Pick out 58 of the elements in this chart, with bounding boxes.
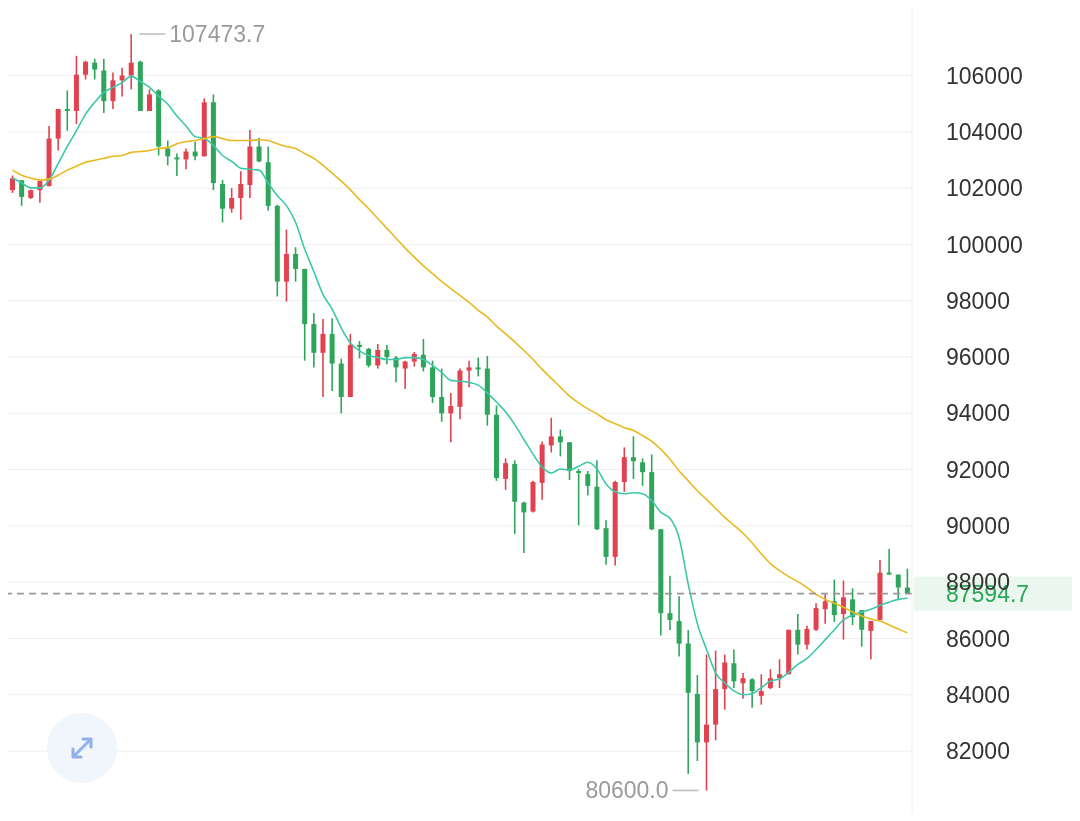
y-tick-label: 98000 [946, 287, 1010, 314]
candlestick [868, 620, 874, 661]
candlestick [83, 59, 89, 81]
candlestick [630, 435, 636, 480]
y-tick-label: 100000 [946, 231, 1023, 258]
candlestick [174, 152, 180, 177]
candlestick [840, 579, 846, 641]
candlestick [293, 246, 299, 283]
annotation: 107473.7 [169, 21, 266, 48]
candlestick [703, 653, 709, 792]
candlestick [640, 457, 646, 487]
y-tick-label: 94000 [946, 400, 1010, 427]
candlestick [576, 468, 582, 527]
candlestick [795, 613, 801, 656]
y-tick-label: 82000 [946, 738, 1010, 765]
candlestick [439, 367, 445, 423]
candlestick [64, 89, 70, 132]
candlestick [676, 595, 682, 658]
candlestick [448, 392, 454, 444]
candlestick [548, 417, 554, 454]
candlestick [320, 318, 326, 398]
candlestick [503, 457, 509, 491]
candlestick [895, 573, 901, 601]
y-tick-label: 90000 [946, 513, 1010, 540]
candlestick [731, 648, 737, 689]
candlestick [238, 170, 244, 221]
candlestick [777, 658, 783, 689]
candlestick [521, 500, 527, 554]
candlestick [165, 139, 171, 167]
candlestick [557, 428, 563, 458]
y-tick-label: 92000 [946, 456, 1010, 483]
y-tick-label: 86000 [946, 625, 1010, 652]
candlestick [813, 602, 819, 632]
line-series [11, 135, 909, 634]
candlestick [466, 359, 472, 388]
y-tick-label: 102000 [946, 175, 1023, 202]
candlestick [92, 57, 98, 81]
candlestick [740, 672, 746, 700]
candlestick [585, 470, 591, 497]
annotation: 80600.0 [585, 777, 669, 804]
candlestick [804, 625, 810, 651]
candlestick [110, 71, 116, 110]
candlestick [128, 33, 134, 91]
candlestick [229, 187, 235, 214]
y-tick-label: 84000 [946, 681, 1010, 708]
candlestick [475, 356, 481, 378]
candlestick [886, 548, 892, 576]
y-tick-label: 104000 [946, 119, 1023, 146]
candlestick [749, 677, 755, 709]
candlestick [402, 359, 408, 390]
y-tick-label: 96000 [946, 344, 1010, 371]
y-tick-label: 106000 [946, 62, 1023, 89]
candlestick [758, 673, 764, 706]
candlestick [384, 344, 390, 366]
candlestick [183, 147, 189, 171]
candlestick [667, 574, 673, 631]
candlestick [256, 136, 262, 164]
candlestick [822, 593, 828, 625]
